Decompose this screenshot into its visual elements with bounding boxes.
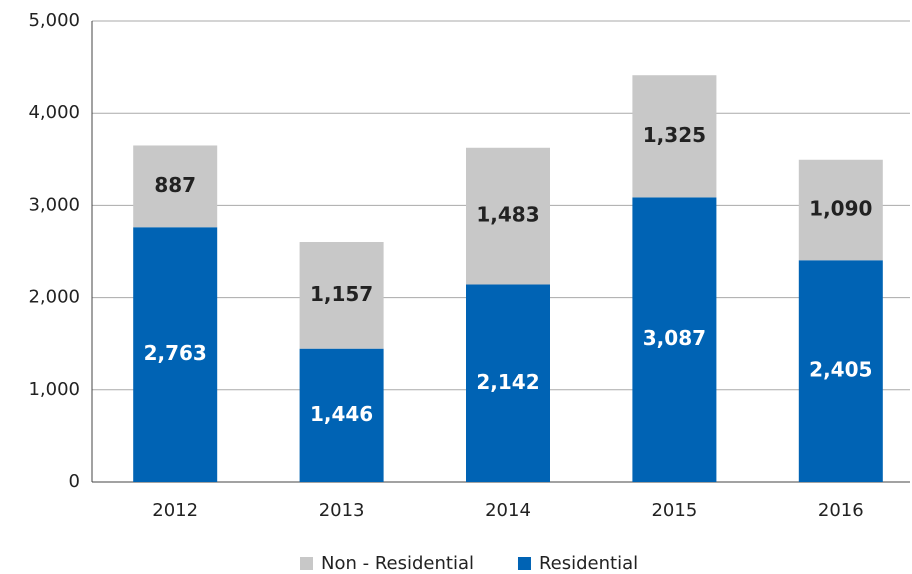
y-tick-label: 1,000 xyxy=(28,379,80,400)
bar-segment xyxy=(299,348,384,482)
value-label: 2,142 xyxy=(476,370,539,394)
bar-segment xyxy=(632,75,717,198)
x-tick-label: 2013 xyxy=(319,500,365,521)
value-label: 1,090 xyxy=(809,197,872,221)
x-tick-label: 2012 xyxy=(152,500,198,521)
y-tick-label: 3,000 xyxy=(28,194,80,215)
bar-segment xyxy=(133,227,218,482)
value-label: 887 xyxy=(154,173,196,197)
bar-segment xyxy=(466,284,550,482)
y-tick-label: 2,000 xyxy=(28,287,80,308)
value-label: 1,483 xyxy=(476,203,539,227)
y-tick-label: 5,000 xyxy=(28,10,80,31)
value-label: 1,325 xyxy=(643,123,706,147)
bar-segment xyxy=(798,260,883,482)
x-tick-label: 2016 xyxy=(818,500,864,521)
value-label: 1,157 xyxy=(310,282,373,306)
value-label: 1,446 xyxy=(310,402,373,426)
value-label: 2,763 xyxy=(144,341,207,365)
x-tick-label: 2015 xyxy=(651,500,697,521)
bar-segment xyxy=(299,242,384,349)
value-label: 2,405 xyxy=(809,358,872,382)
legend-swatch xyxy=(300,557,313,570)
bar-segment xyxy=(133,145,218,228)
legend-label: Non - Residential xyxy=(321,553,474,574)
legend-swatch xyxy=(517,557,531,570)
legend-label: Residential xyxy=(539,553,638,574)
bar-segment xyxy=(798,159,883,261)
value-label: 3,087 xyxy=(643,326,706,350)
y-tick-label: 4,000 xyxy=(28,102,80,123)
bar-segment xyxy=(632,197,717,482)
y-tick-label: 0 xyxy=(69,471,80,492)
x-tick-label: 2014 xyxy=(485,500,531,521)
bar-segment xyxy=(466,147,550,285)
